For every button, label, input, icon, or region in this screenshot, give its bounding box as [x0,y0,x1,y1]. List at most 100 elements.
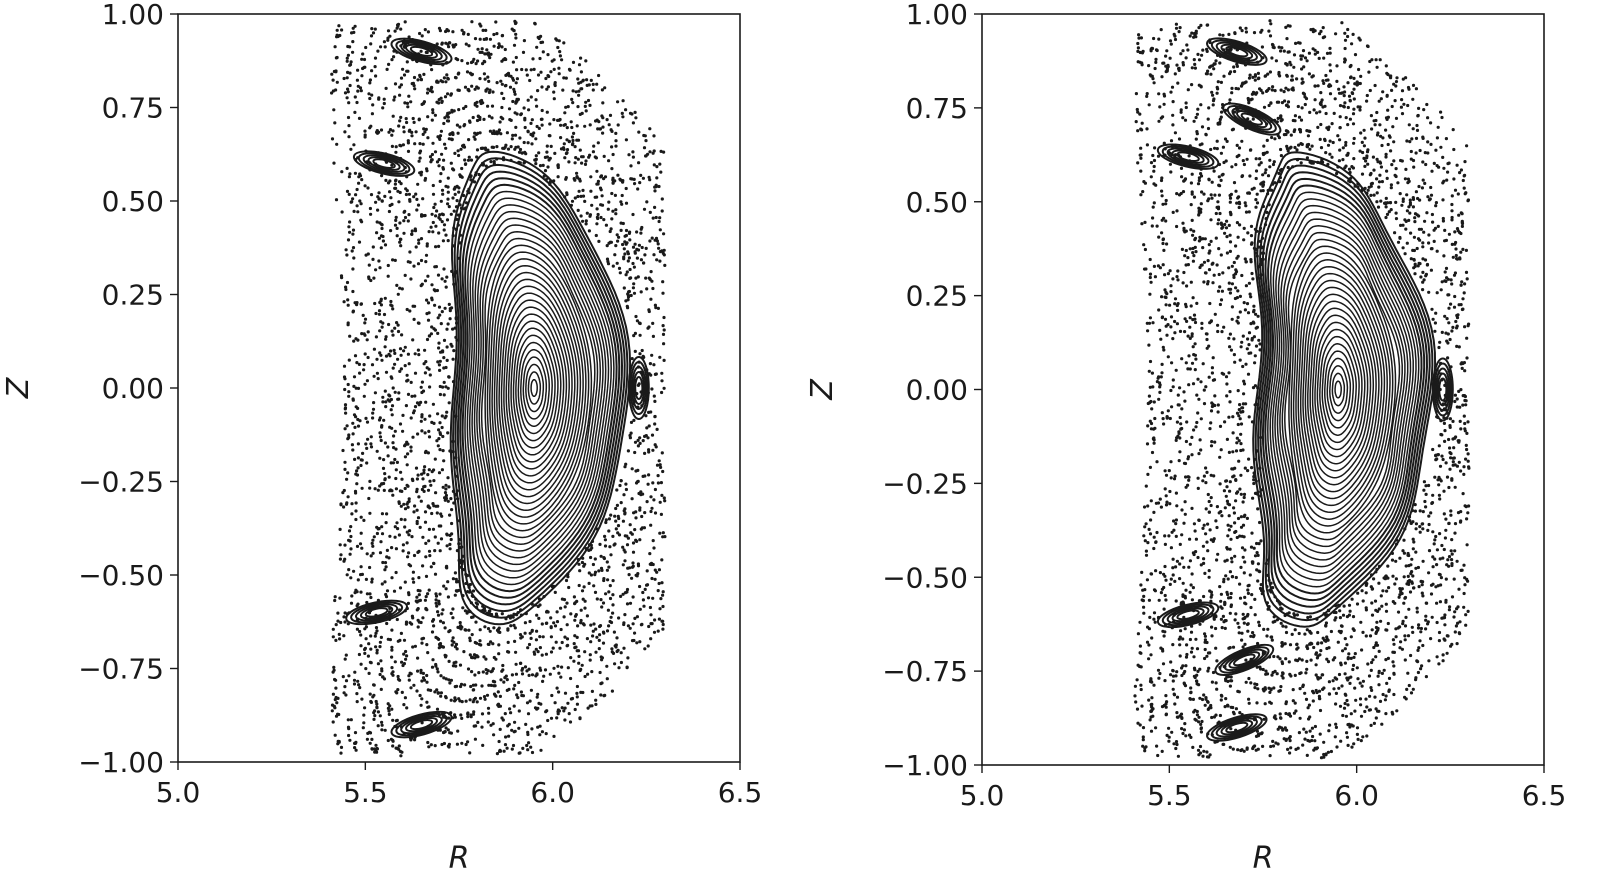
orbit-point [446,42,450,46]
orbit-point [383,441,387,445]
orbit-point [349,601,354,605]
orbit-point [627,256,632,260]
orbit-point [542,674,546,678]
orbit-point [452,274,456,278]
orbit-point [572,131,576,135]
orbit-point [395,691,399,695]
orbit-point [1389,149,1393,153]
orbit-point [343,387,347,392]
orbit-point [450,269,454,273]
orbit-point [1238,358,1242,362]
orbit-point [1268,165,1272,169]
orbit-point [400,477,404,481]
orbit-point [460,716,464,721]
orbit-point [587,571,591,575]
orbit-point [384,592,388,597]
orbit-point [382,40,386,44]
orbit-point [1394,217,1399,221]
orbit-point [660,390,664,395]
orbit-point [519,112,524,116]
orbit-point [1265,585,1269,589]
orbit-point [456,223,460,227]
orbit-point [609,553,613,557]
orbit-point [398,489,402,493]
orbit-point [633,110,637,114]
orbit-point [1251,635,1255,639]
orbit-point [1278,176,1282,180]
orbit-point [1228,570,1232,574]
orbit-point [440,188,445,192]
orbit-point [1253,78,1257,82]
orbit-point [400,750,404,754]
orbit-point [394,468,398,472]
orbit-point [628,267,632,272]
x-tick-label: 6.0 [530,776,575,809]
orbit-point [410,535,414,539]
orbit-point [1353,184,1357,188]
orbit-point [633,242,637,246]
orbit-point [1284,657,1288,661]
orbit-point [442,584,446,588]
orbit-point [379,45,383,49]
orbit-point [1222,580,1226,584]
orbit-point [372,747,377,751]
orbit-point [1451,255,1455,259]
orbit-point [466,610,470,614]
orbit-point [562,615,566,619]
orbit-point [476,114,481,119]
orbit-point [1356,591,1360,595]
orbit-point [1384,152,1388,156]
orbit-point [661,469,665,474]
orbit-point [1279,621,1283,625]
orbit-point [1388,201,1393,205]
orbit-point [345,96,349,100]
orbit-point [1463,325,1467,329]
orbit-point [1205,540,1209,544]
orbit-point [428,385,432,389]
orbit-point [388,394,392,398]
orbit-point [1209,590,1213,594]
orbit-point [443,626,447,630]
orbit-point [1316,160,1320,164]
orbit-point [397,533,401,537]
orbit-point [394,145,398,149]
orbit-point [361,451,365,455]
orbit-point [410,130,414,134]
orbit-point [439,96,443,100]
orbit-point [621,242,625,247]
orbit-point [413,394,417,398]
orbit-point [422,214,426,218]
orbit-point [1227,371,1231,375]
orbit-point [616,524,621,528]
orbit-point [361,52,365,56]
orbit-point [364,667,368,671]
orbit-point [426,473,430,477]
orbit-point [1449,278,1453,282]
orbit-point [553,81,557,85]
orbit-point [1224,574,1228,578]
orbit-point [1251,631,1255,635]
orbit-point [1261,589,1265,594]
orbit-point [475,155,479,159]
orbit-point [336,34,340,39]
orbit-point [1214,211,1218,216]
orbit-point [406,352,410,356]
orbit-point [1443,270,1447,274]
orbit-point [1453,271,1457,275]
orbit-point [417,576,421,580]
orbit-point [496,702,501,706]
orbit-point [1236,621,1240,625]
orbit-point [1453,463,1457,467]
orbit-point [569,120,573,124]
orbit-point [513,720,517,724]
orbit-point [385,548,389,553]
orbit-point [355,187,359,192]
orbit-point [1454,435,1458,439]
orbit-point [1462,465,1466,469]
orbit-point [1449,513,1453,517]
orbit-point [566,575,570,579]
orbit-point [655,176,659,180]
orbit-point [485,611,489,616]
orbit-point [629,164,633,168]
orbit-point [381,239,385,243]
